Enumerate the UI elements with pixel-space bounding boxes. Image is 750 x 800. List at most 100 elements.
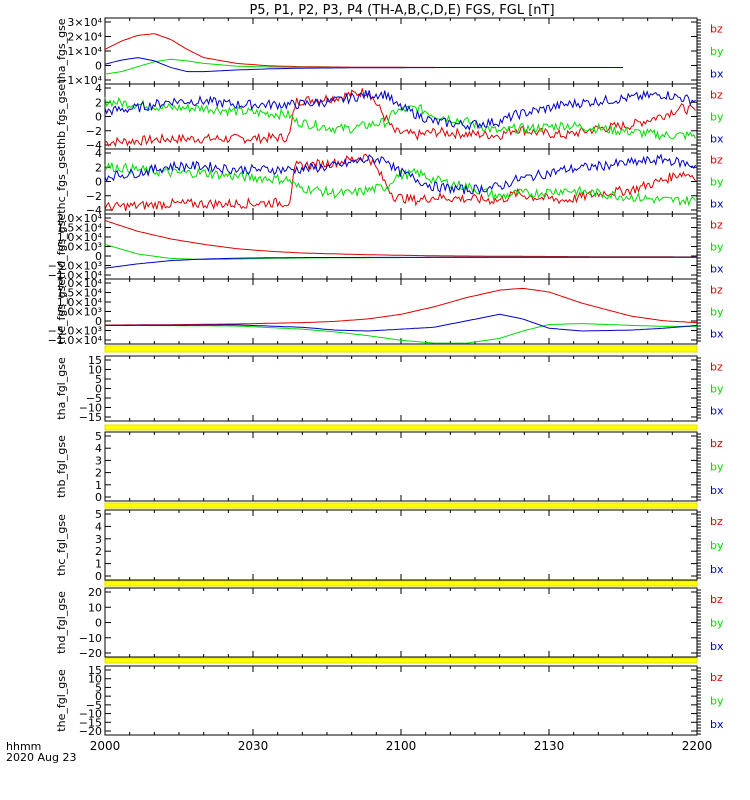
time-tick-label: 2000	[90, 739, 121, 753]
y-tick-label: 5	[95, 373, 102, 386]
y-tick-label: 0	[95, 111, 102, 124]
legend-bz: bz	[710, 671, 723, 684]
series-line-bx	[104, 153, 696, 196]
y-tick-label: 2.0×10⁴	[57, 212, 103, 225]
y-tick-label: 10	[88, 601, 102, 614]
y-tick-label: 3	[95, 454, 102, 467]
y-tick-label: −4	[86, 204, 102, 217]
time-axis: hhmm 2020 Aug 23 2000 2030 2100 2130 2200	[6, 739, 712, 764]
time-axis-label-hhmm: hhmm	[6, 740, 41, 753]
series-line-by	[104, 162, 696, 207]
y-tick-label: −1.0×10⁴	[48, 334, 103, 347]
y-tick-label: 1	[95, 479, 102, 492]
y-tick-label: 1×10⁴	[67, 45, 102, 58]
y-tick-label: 0	[95, 570, 102, 583]
time-tick-label: 2200	[682, 739, 713, 753]
legend-by: by	[710, 383, 724, 396]
legend-by: by	[710, 241, 724, 254]
panel-frame	[104, 665, 698, 736]
y-tick-label: 0	[95, 383, 102, 396]
series-line-bx	[104, 57, 623, 73]
legend-bz: bz	[710, 515, 723, 528]
legend-by: by	[710, 695, 724, 708]
legend-bx: bx	[710, 640, 724, 653]
y-axis-label: thd_fgl_gse	[55, 591, 68, 654]
y-tick-label: −10	[79, 402, 102, 415]
panel-frame	[104, 587, 698, 658]
series-line-bz	[104, 153, 696, 212]
legend-bz: bz	[710, 360, 723, 373]
y-tick-label: −1×10⁴	[58, 74, 102, 87]
series-line-by	[105, 323, 697, 344]
y-axis-label: thb_fgl_gse	[55, 435, 68, 498]
y-tick-label: −5	[86, 699, 102, 712]
legend-bx: bx	[710, 263, 724, 276]
y-tick-label: 2	[95, 545, 102, 558]
legend-bx: bx	[710, 718, 724, 731]
y-tick-label: 2	[95, 467, 102, 480]
y-tick-label: 2.0×10⁴	[57, 277, 103, 290]
time-tick-label: 2030	[238, 739, 269, 753]
panel-frame	[104, 509, 698, 581]
y-tick-label: 0	[95, 491, 102, 504]
y-axis-label: the_fgl_gse	[55, 669, 68, 732]
y-tick-label: 20	[88, 586, 102, 599]
y-axis-label: thc_fgs_gse	[55, 149, 68, 214]
y-tick-label: 4	[95, 520, 102, 533]
time-tick-label: 2100	[386, 739, 417, 753]
panel-frame	[104, 17, 698, 85]
legend-bz: bz	[710, 283, 723, 296]
legend-bz: bz	[710, 593, 723, 606]
series-line-bz	[104, 220, 697, 258]
y-axis-label: thb_fgs_gse	[55, 84, 68, 150]
legend-by: by	[710, 539, 724, 552]
yellow-bar	[104, 502, 698, 509]
y-tick-label: −5.0×10³	[48, 260, 102, 273]
legend-bz: bz	[710, 153, 723, 166]
legend-bx: bx	[710, 328, 724, 341]
y-axis-label: thd_fgs_gse	[55, 214, 68, 280]
y-tick-label: 15	[88, 664, 102, 677]
y-tick-label: 3×10⁴	[67, 16, 102, 29]
legend-bx: bx	[710, 133, 724, 146]
y-tick-label: −20	[79, 725, 102, 738]
y-tick-label: 10	[88, 364, 102, 377]
legend-bx: bx	[710, 67, 724, 80]
legend-bx: bx	[710, 405, 724, 418]
legend-bz: bz	[710, 23, 723, 36]
legend-by: by	[710, 176, 724, 189]
y-tick-label: −20	[79, 647, 102, 660]
y-tick-label: 5.0×10³	[57, 306, 102, 319]
y-axis-label: the_fgs_gse	[55, 279, 68, 344]
y-tick-label: 3	[95, 533, 102, 546]
series-line-bz	[104, 33, 623, 68]
yellow-bar	[104, 657, 698, 664]
y-tick-label: −10	[79, 708, 102, 721]
y-tick-label: 4	[95, 147, 102, 160]
y-tick-label: 5.0×10³	[57, 241, 102, 254]
legend-bx: bx	[710, 484, 724, 497]
series-line-by	[104, 96, 696, 141]
y-tick-label: 0	[95, 690, 102, 703]
series-line-bx	[104, 256, 697, 269]
y-tick-label: 4	[95, 82, 102, 95]
legend-bz: bz	[710, 88, 723, 101]
y-tick-label: 0	[95, 315, 102, 328]
y-tick-label: 1.0×10⁴	[57, 231, 103, 244]
y-tick-label: 5	[95, 430, 102, 443]
y-tick-label: −10	[79, 632, 102, 645]
y-tick-label: 2	[95, 161, 102, 174]
y-axis-label: tha_fgl_gse	[55, 357, 68, 420]
y-tick-label: 1.5×10⁴	[57, 287, 103, 300]
panel-frame	[104, 278, 698, 345]
legend-bz: bz	[710, 437, 723, 450]
y-tick-label: 5	[95, 681, 102, 694]
y-tick-label: −5.0×10³	[48, 325, 102, 338]
series-line-bz	[104, 88, 696, 148]
